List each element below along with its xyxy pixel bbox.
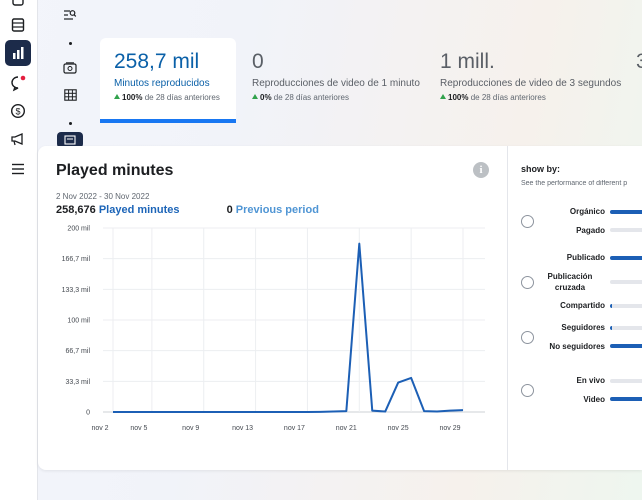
inbox-icon[interactable] [5,70,31,96]
show-by-option-bar [610,255,642,260]
svg-text:$: $ [15,106,20,116]
show-by-radio[interactable] [521,214,534,228]
previous-value: 0 [226,204,233,216]
selected-indicator [100,119,236,123]
date-range: 2 Nov 2022 - 30 Nov 2022 [56,192,150,201]
show-by-option-bar [610,303,642,308]
y-tick-label: 133,3 mil [62,287,91,294]
show-by-option-bar-fill [610,255,642,260]
info-icon[interactable]: i [473,162,489,178]
stat-change-suffix: de 28 días anteriores [142,93,220,102]
show-by-option-label: Pagado [576,225,605,235]
show-by-option-bar-fill [610,209,642,214]
notification-badge-icon [20,75,26,81]
filter-search-icon[interactable] [56,4,84,26]
monetization-icon[interactable]: $ [5,98,31,124]
x-tick-label: nov 5 [130,425,147,432]
x-tick-label: nov 21 [336,425,357,432]
ads-icon[interactable] [5,126,31,152]
stat-change: 0% [260,93,272,102]
show-by-option-label: Video [583,394,605,404]
total-label: Played minutes [98,204,180,216]
totals-summary: 258,676 Played minutes 0 Previous period [56,204,319,216]
home-icon[interactable] [5,0,31,16]
separator-dot-icon [69,122,72,125]
card-title: Played minutes [56,162,174,179]
video-library-icon[interactable] [56,57,84,79]
show-by-option-label: Publicación cruzada [547,271,593,292]
stat-truncated[interactable]: 3 [636,38,642,134]
show-by-option-bar-fill [610,397,642,401]
show-by-option-label: Seguidores [561,323,605,332]
played-minutes-chart: 0 33,3 mil 66,7 mil 100 mil 133,3 mil 166,7 m… [62,226,485,432]
show-by-option-label: Publicado [566,253,605,262]
y-tick-label: 166,7 mil [62,256,91,263]
trend-up-icon [440,94,446,99]
stat-1-minute-views[interactable]: 0 Reproducciones de video de 1 minuto 0%… [252,38,420,134]
stat-value: 1 mill. [440,50,495,73]
stat-value: 3 [636,50,642,73]
show-by-option-bar [610,344,642,348]
y-tick-label: 100 mil [67,318,90,325]
stat-change: 100% [448,93,469,102]
x-tick-label: nov 25 [388,425,409,432]
menu-icon[interactable] [5,156,31,182]
stat-value: 0 [252,50,264,73]
show-by-option-bar-fill [610,303,612,308]
x-tick-label: nov 9 [182,425,199,432]
show-by-option-bar [610,209,642,214]
stat-3-second-views[interactable]: 1 mill. Reproducciones de video de 3 seg… [440,38,621,134]
insights-icon[interactable] [5,40,31,66]
show-by-option-bar [610,228,642,232]
trend-up-icon [114,94,120,99]
show-by-option-label: Compartido [560,301,605,310]
table-view-icon[interactable] [56,84,84,106]
show-by-option-bar [610,279,642,284]
total-value: 258,676 [56,204,96,216]
show-by-option-bar [610,378,642,383]
show-by-option-label: No seguidores [549,341,605,351]
content-icon[interactable] [5,12,31,38]
show-by-option-bar [610,325,642,330]
stat-label: Reproducciones de video de 3 segundos [440,78,622,89]
stat-comparison: 100% de 28 días anteriores [114,93,236,102]
list-view-icon[interactable] [57,132,83,148]
stat-change: 100% [122,93,143,102]
separator-dot-icon [69,42,72,45]
y-tick-label: 66,7 mil [65,348,90,355]
y-tick-label: 33,3 mil [65,379,90,386]
stat-comparison: 100% de 28 días anteriores [440,93,621,102]
show-by-radio[interactable] [521,275,534,289]
panel-divider [507,146,508,470]
show-by-option-bar-fill [610,325,612,330]
show-by-option-bar-fill [610,344,642,348]
played-minutes-card: Played minutes i 2 Nov 2022 - 30 Nov 202… [38,146,642,470]
show-by-option-label: Orgánico [569,207,605,216]
show-by-subtitle: See the performance of different p [521,180,628,187]
stat-played-minutes[interactable]: 258,7 mil Minutos reproducidos 100% de 2… [100,38,236,123]
y-tick-label: 0 [86,410,90,417]
trend-up-icon [252,94,258,99]
show-by-option-bar [610,397,642,401]
y-tick-label: 200 mil [67,226,90,233]
show-by-radio[interactable] [521,330,534,344]
stat-label: Reproducciones de video de 1 minuto [252,78,420,89]
stat-comparison: 0% de 28 días anteriores [252,93,420,102]
stat-label: Minutos reproducidos [114,78,210,89]
x-tick-label: nov 17 [284,425,305,432]
stat-change-suffix: de 28 días anteriores [468,93,546,102]
stat-change-suffix: de 28 días anteriores [271,93,349,102]
nav-rail: $ [0,0,38,500]
show-by-title: show by: [521,164,561,174]
stat-value: 258,7 mil [114,50,200,73]
previous-label: Previous period [235,204,319,216]
series-line [113,242,464,413]
show-by-option-label: En vivo [576,376,605,385]
show-by-radio[interactable] [521,383,534,397]
x-tick-label: nov 13 [232,425,253,432]
x-tick-label: nov 29 [439,425,460,432]
x-tick-label: nov 2 [91,425,108,432]
